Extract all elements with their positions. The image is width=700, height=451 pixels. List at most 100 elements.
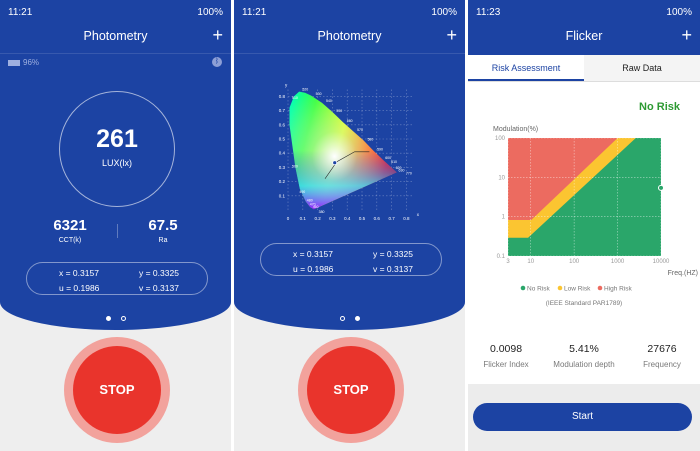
y-tick-label: 0.1 — [279, 193, 286, 198]
legend-marker — [557, 285, 563, 291]
page-title: Photometry — [83, 29, 148, 43]
page-dot-2[interactable] — [120, 316, 126, 321]
stop-button[interactable]: STOP — [73, 346, 161, 434]
v-coord: v = 0.3137 — [139, 283, 179, 293]
wavelength-label: 520 — [302, 88, 308, 92]
status-time: 11:21 — [242, 6, 267, 18]
y-axis-label: y — [285, 82, 288, 87]
legend-label: No Risk — [527, 285, 551, 292]
tab-raw-data[interactable]: Raw Data — [584, 55, 700, 81]
app-header: Photometry + — [234, 24, 465, 52]
bluetooth-icon[interactable]: ᛒ — [212, 57, 222, 67]
lux-gauge: 261 LUX(lx) — [59, 91, 175, 207]
y-axis-label: Modulation(%) — [493, 126, 538, 133]
u-coord: u = 0.1986 — [293, 264, 334, 274]
wavelength-label: 770 — [406, 172, 412, 176]
wavelength-label: 470 — [310, 203, 316, 207]
v-coord: v = 0.3137 — [373, 264, 413, 274]
u-coord: u = 0.1986 — [59, 283, 100, 293]
x-tick-label: 100 — [569, 259, 580, 265]
page-indicator — [0, 316, 231, 321]
ra-label: Ra — [158, 237, 168, 244]
wavelength-label: 560 — [347, 119, 353, 123]
page-title: Flicker — [565, 29, 603, 43]
wavelength-label: 480 — [307, 198, 313, 202]
y-tick-label: 0.7 — [279, 108, 286, 113]
planckian-locus — [324, 151, 370, 179]
wavelength-label: 380 — [319, 210, 325, 214]
y-tick-label: 0.1 — [497, 254, 506, 260]
status-time: 11:23 — [476, 6, 501, 18]
x-coord: x = 0.3157 — [59, 268, 99, 278]
add-icon[interactable]: + — [446, 25, 457, 45]
app-bar — [468, 0, 700, 55]
legend-label: High Risk — [604, 285, 633, 292]
ra-stat: 67.5 Ra — [123, 217, 203, 244]
wavelength-label: 530 — [316, 92, 322, 96]
cct-stat: 6321 CCT(k) — [30, 217, 110, 244]
y-tick-label: 0.8 — [279, 94, 286, 99]
flicker-index-label: Flicker Index — [483, 360, 529, 369]
y-tick-label: 1 — [502, 215, 506, 221]
flicker-screen: 11:23 100% Flicker + Risk Assessment Raw D… — [468, 0, 700, 451]
flicker-index-stat: 0.0098 Flicker Index — [468, 343, 548, 369]
wavelength-label: 510 — [292, 96, 298, 100]
page-dot-1[interactable] — [339, 316, 345, 321]
no-risk-region — [508, 138, 661, 256]
x-tick-label: 0.2 — [314, 216, 321, 221]
ra-value: 67.5 — [148, 217, 178, 234]
x-tick-label: 0.4 — [344, 216, 351, 221]
risk-result: No Risk — [639, 101, 680, 113]
x-tick-label: 10000 — [653, 259, 670, 265]
x-coord: x = 0.3157 — [293, 249, 333, 259]
status-time: 11:21 — [8, 6, 33, 18]
photometry-screen-2: 11:21 100% Photometry + 0 0.1 0.2 0.3 0.4 0.5 0.… — [234, 0, 465, 451]
wavelength-label: 460 — [313, 205, 319, 209]
legend-marker — [597, 285, 603, 291]
x-tick-label: 0.8 — [403, 216, 410, 221]
x-tick-label: 0.5 — [359, 216, 366, 221]
modulation-stat: 5.41% Modulation depth — [542, 343, 626, 369]
flicker-index-value: 0.0098 — [489, 343, 523, 355]
modulation-value: 5.41% — [569, 343, 599, 355]
wavelength-label: 610 — [391, 160, 397, 164]
legend-label: Low Risk — [564, 285, 591, 292]
legend-marker — [520, 285, 526, 291]
frequency-label: Frequency — [643, 360, 681, 369]
x-tick-label: 3 — [506, 259, 510, 265]
app-header: Photometry + — [0, 24, 231, 52]
flicker-risk-chart: Modulation(%) 3 10 100 1000 10000 0.1 1 10 100 F… — [493, 126, 698, 307]
x-axis-label: Freq.(HZ) — [668, 270, 698, 277]
x-tick-label: 0 — [287, 216, 290, 221]
tab-risk-assessment[interactable]: Risk Assessment — [468, 55, 584, 81]
status-battery: 100% — [197, 6, 223, 18]
divider — [234, 53, 465, 54]
x-tick-label: 0.7 — [388, 216, 395, 221]
y-tick-label: 0.3 — [279, 165, 286, 170]
x-axis-label: x — [417, 212, 420, 217]
page-dot-2[interactable] — [354, 316, 360, 321]
page-dot-1[interactable] — [105, 316, 111, 321]
photometry-screen-1: 11:21 100% Photometry + 96% ᛒ 261 LUX(lx) 6… — [0, 0, 231, 451]
wavelength-label: 490 — [299, 190, 305, 194]
status-bar: 11:21 100% — [0, 0, 231, 24]
start-button[interactable]: Start — [473, 403, 692, 431]
stop-button[interactable]: STOP — [307, 346, 395, 434]
y-tick-label: 100 — [495, 136, 506, 142]
x-tick-label: 0.3 — [329, 216, 336, 221]
coordinates-box: x = 0.3157 y = 0.3325 u = 0.1986 v = 0.3… — [26, 262, 208, 295]
x-tick-label: 0.1 — [300, 216, 307, 221]
add-icon[interactable]: + — [681, 25, 692, 45]
add-icon[interactable]: + — [212, 25, 223, 45]
x-tick-label: 10 — [527, 259, 534, 265]
frequency-value: 27676 — [647, 343, 677, 355]
y-coord: y = 0.3325 — [373, 249, 413, 259]
page-title: Photometry — [317, 29, 382, 43]
spectral-locus-white — [289, 91, 397, 210]
status-bar: 11:21 100% — [234, 0, 465, 24]
lux-unit: LUX(lx) — [101, 158, 132, 168]
status-bar: 11:23 100% — [468, 0, 700, 24]
frequency-stat: 27676 Frequency — [620, 343, 700, 369]
standard-note: (IEEE Standard PAR1789) — [546, 300, 622, 307]
wavelength-label: 540 — [326, 99, 332, 103]
